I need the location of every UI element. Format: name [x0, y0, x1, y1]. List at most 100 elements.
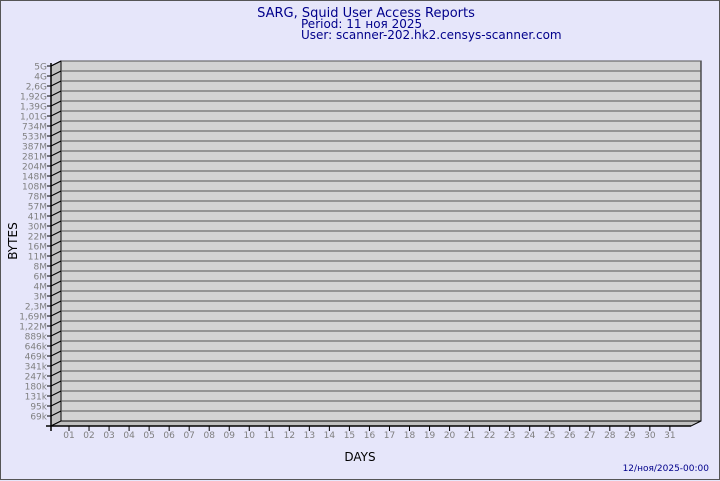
x-tick-label: 12 — [284, 431, 295, 441]
y-tick-label: 11M — [28, 253, 47, 263]
y-tick-depth — [50, 170, 62, 177]
y-tick-label: 281M — [22, 153, 47, 163]
y-tick-label: 889k — [25, 333, 48, 343]
y-tick-label: 247k — [25, 373, 48, 383]
chart-footer-date: 12/ноя/2025-00:00 — [623, 464, 710, 474]
x-tick-label: 29 — [624, 431, 636, 441]
x-tick-label: 26 — [564, 431, 576, 441]
y-tick-label: 533M — [22, 133, 47, 143]
y-tick-label: 95k — [30, 403, 47, 413]
y-tick-label: 387M — [22, 143, 47, 153]
y-tick-label: 1,69M — [19, 313, 47, 323]
x-tick-label: 03 — [103, 431, 114, 441]
x-tick-label: 17 — [384, 431, 395, 441]
x-tick-label: 09 — [224, 431, 236, 441]
y-tick-label: 3M — [34, 293, 48, 303]
y-tick-depth — [50, 410, 62, 417]
y-tick-depth — [50, 100, 62, 107]
x-tick-label: 20 — [444, 431, 456, 441]
y-tick-depth — [50, 310, 62, 317]
y-tick-depth — [50, 240, 62, 247]
x-tick-label: 25 — [544, 431, 555, 441]
x-axis-label: DAYS — [344, 450, 375, 464]
y-tick-label: 16M — [28, 243, 47, 253]
chart-user: User: scanner-202.hk2.censys-scanner.com — [301, 28, 562, 42]
x-tick-label: 04 — [123, 431, 135, 441]
x-tick-label: 21 — [464, 431, 475, 441]
y-tick-depth — [50, 340, 62, 347]
y-tick-depth — [50, 130, 62, 137]
x-tick-label: 11 — [264, 431, 275, 441]
y-tick-depth — [50, 350, 62, 357]
x-tick-label: 31 — [664, 431, 675, 441]
y-tick-label: 57M — [28, 203, 47, 213]
x-tick-label: 16 — [364, 431, 376, 441]
y-tick-depth — [50, 80, 62, 87]
x-tick-label: 05 — [143, 431, 154, 441]
y-tick-depth — [50, 120, 62, 127]
y-tick-label: 148M — [22, 173, 47, 183]
y-tick-depth — [50, 60, 62, 67]
x-tick-label: 14 — [324, 431, 336, 441]
y-tick-depth — [50, 270, 62, 277]
y-tick-depth — [50, 260, 62, 267]
y-tick-depth — [50, 380, 62, 387]
y-tick-label: 1,22M — [19, 323, 47, 333]
y-tick-depth — [50, 200, 62, 207]
y-tick-depth — [50, 290, 62, 297]
y-tick-label: 1,01G — [20, 113, 47, 123]
y-tick-depth — [50, 160, 62, 167]
x-tick-label: 22 — [484, 431, 495, 441]
x-tick-label: 02 — [83, 431, 94, 441]
y-tick-depth — [50, 400, 62, 407]
x-tick-label: 07 — [183, 431, 194, 441]
y-tick-label: 22M — [28, 233, 47, 243]
y-tick-label: 469k — [25, 353, 48, 363]
y-tick-depth — [50, 190, 62, 197]
y-tick-label: 30M — [28, 223, 47, 233]
y-tick-label: 2,3M — [25, 303, 47, 313]
x-tick-label: 30 — [644, 431, 656, 441]
chart-period: Period: 11 ноя 2025 — [301, 17, 422, 31]
y-tick-label: 69k — [30, 413, 47, 423]
y-tick-label: 180k — [25, 383, 48, 393]
y-tick-depth — [50, 390, 62, 397]
y-tick-label: 341k — [25, 363, 48, 373]
y-tick-label: 8M — [34, 263, 48, 273]
y-tick-label: 1,92G — [20, 93, 47, 103]
x-tick-label: 23 — [504, 431, 515, 441]
y-tick-depth — [50, 320, 62, 327]
y-tick-depth — [50, 330, 62, 337]
y-tick-label: 646k — [25, 343, 48, 353]
y-tick-depth — [50, 370, 62, 377]
y-tick-label: 2,6G — [26, 83, 47, 93]
y-tick-depth — [50, 140, 62, 147]
y-tick-label: 734M — [22, 123, 47, 133]
x-tick-label: 08 — [203, 431, 215, 441]
y-tick-depth — [50, 280, 62, 287]
chart-title: SARG, Squid User Access Reports — [257, 6, 475, 21]
y-tick-label: 4G — [34, 73, 47, 83]
x-tick-label: 27 — [584, 431, 595, 441]
x-tick-label: 06 — [163, 431, 175, 441]
y-tick-label: 78M — [28, 193, 47, 203]
x-tick-label: 01 — [63, 431, 74, 441]
y-tick-depth — [50, 220, 62, 227]
x-tick-label: 19 — [424, 431, 436, 441]
y-tick-label: 131k — [25, 393, 48, 403]
y-tick-depth — [50, 360, 62, 367]
y-tick-depth — [50, 70, 62, 77]
x-tick-label: 28 — [604, 431, 616, 441]
y-tick-depth — [50, 90, 62, 97]
x-tick-label: 15 — [344, 431, 355, 441]
y-tick-label: 6M — [34, 273, 48, 283]
y-tick-depth — [50, 110, 62, 117]
x-tick-label: 13 — [304, 431, 315, 441]
y-tick-label: 5G — [34, 63, 47, 73]
y-tick-label: 41M — [28, 213, 47, 223]
y-tick-label: 1,39G — [20, 103, 47, 113]
y-tick-label: 204M — [22, 163, 47, 173]
y-axis-label: BYTES — [6, 222, 20, 259]
y-tick-depth — [50, 300, 62, 307]
